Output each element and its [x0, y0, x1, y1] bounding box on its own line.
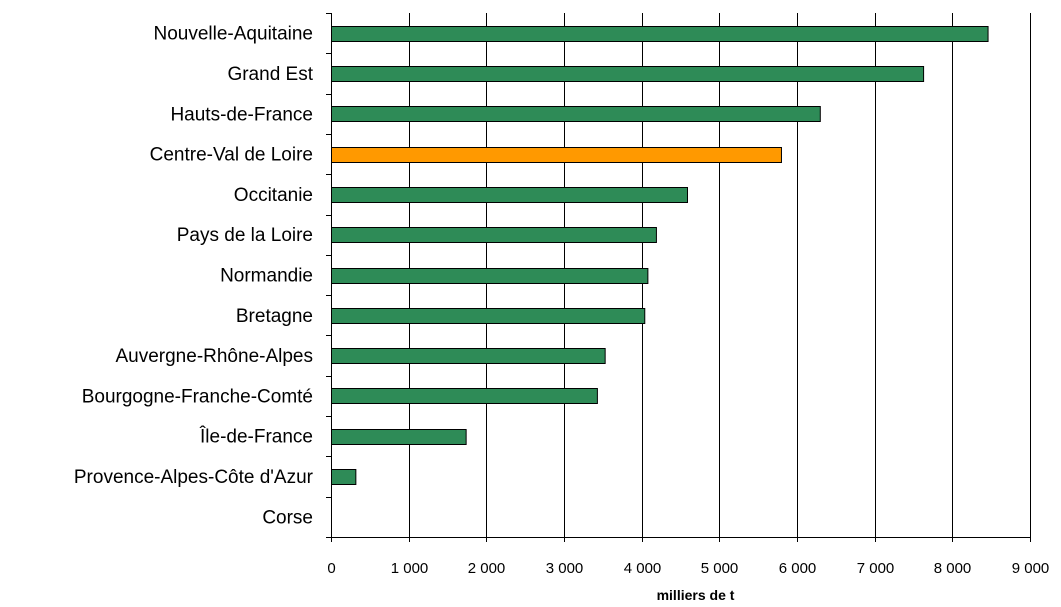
category-label: Bourgogne-Franche-Comté	[82, 386, 313, 407]
category-label: Grand Est	[227, 64, 313, 85]
bar	[331, 308, 646, 324]
bar	[331, 187, 688, 203]
category-label: Auvergne-Rhône-Alpes	[115, 346, 313, 367]
bar	[331, 106, 821, 122]
bars	[331, 26, 989, 485]
category-label: Centre-Val de Loire	[150, 145, 313, 166]
x-tick-label: 9 000	[1012, 560, 1050, 577]
category-labels: Nouvelle-Aquitaine Grand Est Hauts-de-Fran…	[74, 24, 314, 529]
x-tick-label: 4 000	[624, 560, 662, 577]
bar	[331, 26, 989, 42]
x-tick-label: 0	[327, 560, 335, 577]
category-label: Île-de-France	[199, 426, 313, 448]
bar	[331, 348, 606, 364]
category-label: Occitanie	[234, 185, 313, 206]
tick-labels: 0 1 000 2 000 3 000 4 000 5 000 6 000 7 000 8 00…	[327, 560, 1049, 577]
category-label: Hauts-de-France	[170, 104, 313, 125]
category-label: Pays de la Loire	[177, 225, 313, 246]
x-axis-title: milliers de t	[657, 587, 735, 603]
bar	[331, 268, 649, 284]
x-tick-label: 6 000	[779, 560, 817, 577]
category-label: Nouvelle-Aquitaine	[154, 24, 314, 45]
x-tick-label: 1 000	[391, 560, 429, 577]
bar	[331, 429, 467, 445]
category-label: Corse	[262, 507, 313, 528]
bar	[331, 227, 657, 243]
category-label: Provence-Alpes-Côte d'Azur	[74, 467, 314, 488]
x-tick-label: 2 000	[468, 560, 506, 577]
category-label: Normandie	[220, 266, 313, 287]
bar	[331, 147, 782, 163]
x-tick-label: 3 000	[546, 560, 584, 577]
x-tick-label: 5 000	[701, 560, 739, 577]
category-label: Bretagne	[236, 306, 313, 327]
x-tick-label: 7 000	[857, 560, 895, 577]
x-tick-label: 8 000	[934, 560, 972, 577]
axes	[326, 13, 1031, 542]
bar	[331, 388, 598, 404]
bar	[331, 469, 357, 485]
bar	[331, 66, 925, 82]
grid-lines	[409, 13, 1031, 537]
